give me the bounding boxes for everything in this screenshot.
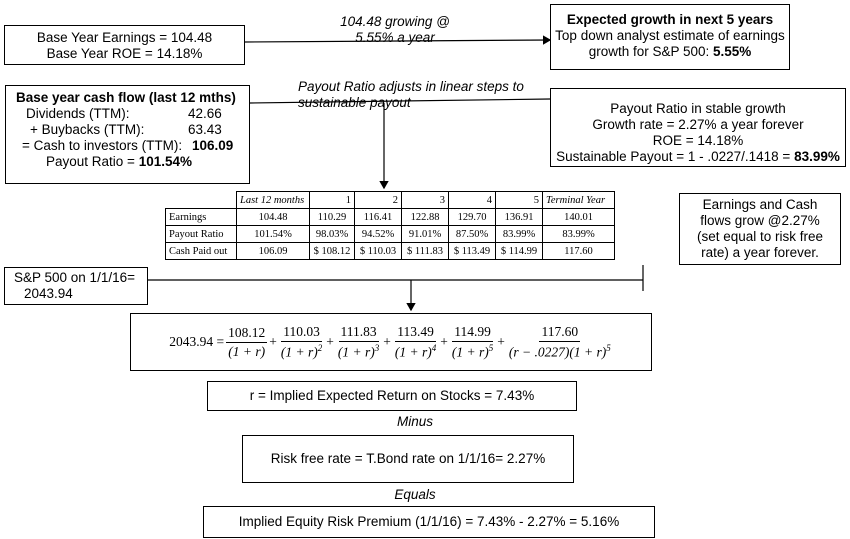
- equation-terminal-term: 117.60 (r − .0227)(1 + r)5: [508, 323, 611, 360]
- risk-free-box: Risk free rate = T.Bond rate on 1/1/16= …: [242, 435, 574, 483]
- table-cell: $ 114.99: [495, 242, 543, 260]
- table-header-cell: Last 12 months: [236, 191, 310, 209]
- table-cell: Earnings: [165, 208, 237, 226]
- table-cell: 110.29: [309, 208, 355, 226]
- table-header-cell: Terminal Year: [542, 191, 615, 209]
- base-cash-flow-box: Base year cash flow (last 12 mths) Divid…: [5, 85, 250, 184]
- table-cell: 83.99%: [542, 225, 615, 243]
- sp500-label: S&P 500 on 1/1/16=: [14, 270, 135, 285]
- dividends-label: Dividends (TTM):: [26, 106, 130, 121]
- payout-note-line1: Payout Ratio adjusts in linear steps to: [298, 79, 524, 94]
- expected-growth-title: Expected growth in next 5 years: [566, 12, 774, 27]
- payout-ratio-line: Payout Ratio = 101.54%: [46, 154, 192, 169]
- expected-growth-line3: growth for S&P 500: 5.55%: [588, 44, 752, 59]
- arrow-growth: [244, 35, 552, 45]
- equation-term-2: 110.03 (1 + r)2: [280, 323, 323, 360]
- table-cell: 116.41: [354, 208, 402, 226]
- table-header-row: Last 12 months 1 2 3 4 5 Terminal Year: [166, 191, 615, 209]
- equity-risk-premium-text: Implied Equity Risk Premium (1/1/16) = 7…: [238, 514, 620, 529]
- table-cell: $ 108.12: [309, 242, 355, 260]
- growth-note-line1: 104.48 growing @: [340, 14, 450, 29]
- base-roe-line: Base Year ROE = 14.18%: [46, 46, 203, 61]
- buybacks-value: 63.43: [188, 122, 222, 137]
- table-row: Earnings 104.48 110.29 116.41 122.88 129…: [165, 208, 615, 226]
- base-earnings-line: Base Year Earnings = 104.48: [36, 30, 213, 45]
- table-cell: $ 111.83: [401, 242, 449, 260]
- equation-lhs: 2043.94 =: [169, 334, 225, 349]
- table-cell: 117.60: [542, 242, 615, 260]
- minus-label: Minus: [396, 414, 433, 429]
- equation-term-1: 108.12 (1 + r): [226, 324, 268, 359]
- implied-return-text: r = Implied Expected Return on Stocks = …: [249, 388, 535, 403]
- sp500-box: S&P 500 on 1/1/16= 2043.94: [4, 267, 148, 305]
- table-header-cell: 4: [448, 191, 496, 209]
- projection-table: Last 12 months 1 2 3 4 5 Terminal Year E…: [165, 191, 615, 260]
- table-header-cell: 5: [495, 191, 543, 209]
- terminal-growth-line1: Earnings and Cash: [702, 197, 818, 212]
- terminal-growth-line4: rate) a year forever.: [701, 245, 819, 260]
- stable-growth-box: Payout Ratio in stable growth Growth rat…: [550, 88, 846, 167]
- table-cell: 140.01: [542, 208, 615, 226]
- table-cell: 83.99%: [495, 225, 543, 243]
- table-cell: $ 110.03: [354, 242, 402, 260]
- growth-note-line2: 5.55% a year: [355, 30, 435, 45]
- table-cell: $ 113.49: [448, 242, 496, 260]
- table-cell: 106.09: [236, 242, 310, 260]
- table-cell: 91.01%: [401, 225, 449, 243]
- equation-term-3: 111.83 (1 + r)3: [337, 323, 380, 360]
- table-cell: 101.54%: [236, 225, 310, 243]
- table-cell: 122.88: [401, 208, 449, 226]
- valuation-equation-box: 2043.94 = 108.12 (1 + r) + 110.03 (1 + r…: [130, 313, 652, 371]
- table-header-cell: 3: [401, 191, 449, 209]
- equals-label: Equals: [394, 487, 436, 502]
- table-cell: Payout Ratio: [165, 225, 237, 243]
- arrow-payout-horizontal: [249, 98, 551, 104]
- stable-growth-line2: Growth rate = 2.27% a year forever: [592, 117, 804, 132]
- table-cell: 129.70: [448, 208, 496, 226]
- risk-free-text: Risk free rate = T.Bond rate on 1/1/16= …: [270, 451, 546, 466]
- cash-to-investors-label: = Cash to investors (TTM):: [22, 138, 183, 153]
- terminal-growth-box: Earnings and Cash flows grow @2.27% (set…: [679, 193, 841, 265]
- table-cell: 98.03%: [309, 225, 355, 243]
- table-row: Payout Ratio 101.54% 98.03% 94.52% 91.01…: [165, 225, 615, 243]
- table-cell: Cash Paid out: [165, 242, 237, 260]
- table-cell: 136.91: [495, 208, 543, 226]
- expected-growth-line2: Top down analyst estimate of earnings: [555, 28, 785, 43]
- terminal-growth-line2: flows grow @2.27%: [700, 213, 820, 228]
- equation-term-4: 113.49 (1 + r)4: [394, 323, 437, 360]
- payout-note: Payout Ratio adjusts in linear steps to …: [298, 79, 548, 111]
- sp500-value: 2043.94: [24, 286, 73, 301]
- implied-return-box: r = Implied Expected Return on Stocks = …: [207, 381, 577, 411]
- expected-growth-box: Expected growth in next 5 years Top down…: [550, 4, 790, 70]
- growth-note: 104.48 growing @ 5.55% a year: [330, 14, 460, 46]
- table-cell: 104.48: [236, 208, 310, 226]
- table-row: Cash Paid out 106.09 $ 108.12 $ 110.03 $…: [165, 242, 615, 260]
- stable-growth-line1: Payout Ratio in stable growth: [610, 101, 786, 116]
- equity-risk-premium-box: Implied Equity Risk Premium (1/1/16) = 7…: [203, 506, 655, 538]
- cash-to-investors-value: 106.09: [192, 138, 234, 153]
- payout-note-line2: sustainable payout: [298, 95, 411, 110]
- base-earnings-box: Base Year Earnings = 104.48 Base Year RO…: [4, 25, 245, 65]
- buybacks-label: + Buybacks (TTM):: [30, 122, 145, 137]
- dividends-value: 42.66: [188, 106, 222, 121]
- stable-growth-line4: Sustainable Payout = 1 - .0227/.1418 = 8…: [556, 149, 840, 164]
- stable-growth-line3: ROE = 14.18%: [652, 133, 744, 148]
- table-header-cell: 2: [354, 191, 402, 209]
- table-cell: 94.52%: [354, 225, 402, 243]
- cash-flow-title: Base year cash flow (last 12 mths): [16, 90, 236, 105]
- table-header-cell: 1: [309, 191, 355, 209]
- equation-term-5: 114.99 (1 + r)5: [451, 323, 494, 360]
- table-header-cell: [166, 192, 237, 209]
- table-cell: 87.50%: [448, 225, 496, 243]
- terminal-growth-line3: (set equal to risk free: [696, 229, 824, 244]
